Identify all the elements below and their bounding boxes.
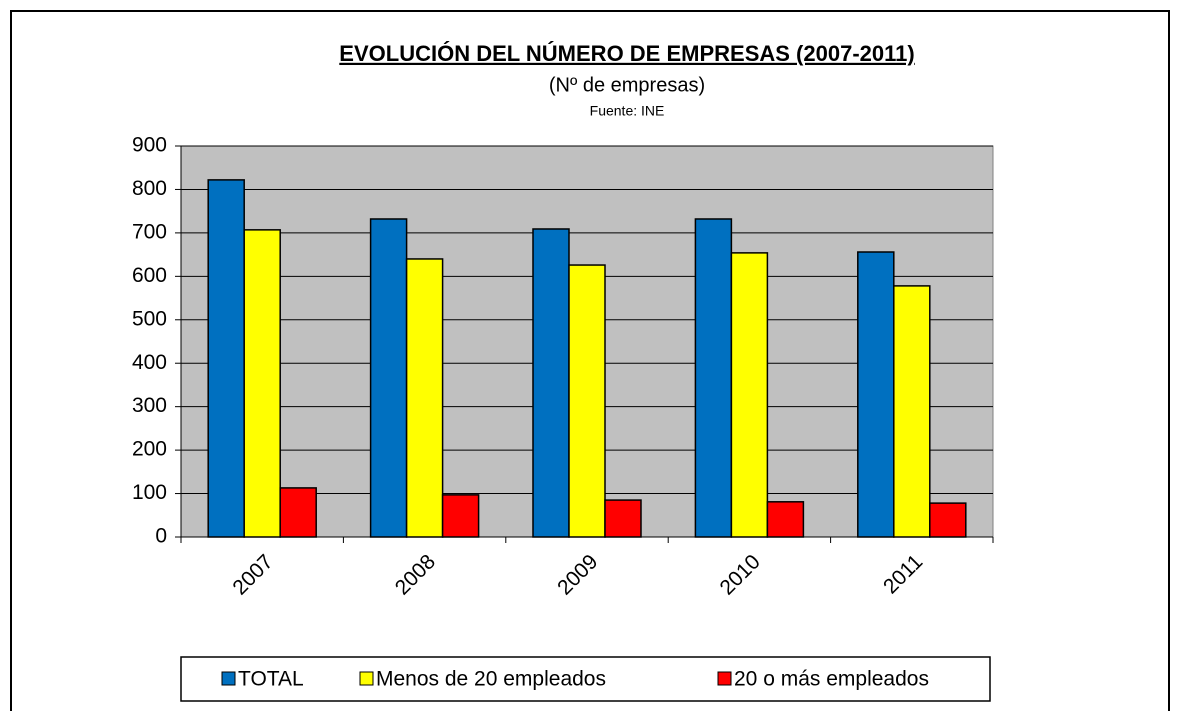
y-tick-label: 400 <box>132 351 167 374</box>
y-tick-label: 500 <box>132 307 167 330</box>
bar <box>369 218 408 538</box>
y-tick-label: 800 <box>132 177 167 200</box>
bar <box>604 499 642 538</box>
y-tick-label: 100 <box>132 481 167 504</box>
bar <box>929 502 967 538</box>
bar <box>243 229 281 538</box>
legend-swatch <box>717 671 732 686</box>
chart-source: Fuente: INE <box>590 103 665 119</box>
legend-box <box>180 656 991 702</box>
bar <box>532 228 570 538</box>
bar <box>694 218 733 538</box>
y-tick-label: 900 <box>132 134 167 157</box>
chart-subtitle: (Nº de empresas) <box>549 74 705 96</box>
legend-label: TOTAL <box>238 668 304 691</box>
bar <box>405 258 444 538</box>
bar <box>766 501 805 538</box>
y-tick-label: 600 <box>132 264 167 287</box>
y-tick-label: 300 <box>132 394 167 417</box>
bar <box>279 487 317 538</box>
chart-title: EVOLUCIÓN DEL NÚMERO DE EMPRESAS (2007-2… <box>339 41 914 66</box>
bar <box>568 264 606 538</box>
bar <box>893 285 931 538</box>
y-tick-label: 0 <box>155 525 167 548</box>
legend-swatch <box>359 671 374 686</box>
bar <box>730 252 769 538</box>
legend-label: 20 o más empleados <box>734 668 929 691</box>
bar <box>857 251 895 538</box>
legend-swatch <box>221 671 236 686</box>
y-tick-label: 700 <box>132 220 167 243</box>
legend-label: Menos de 20 empleados <box>376 668 606 691</box>
bar <box>441 494 480 538</box>
bar <box>207 179 245 538</box>
y-tick-label: 200 <box>132 438 167 461</box>
